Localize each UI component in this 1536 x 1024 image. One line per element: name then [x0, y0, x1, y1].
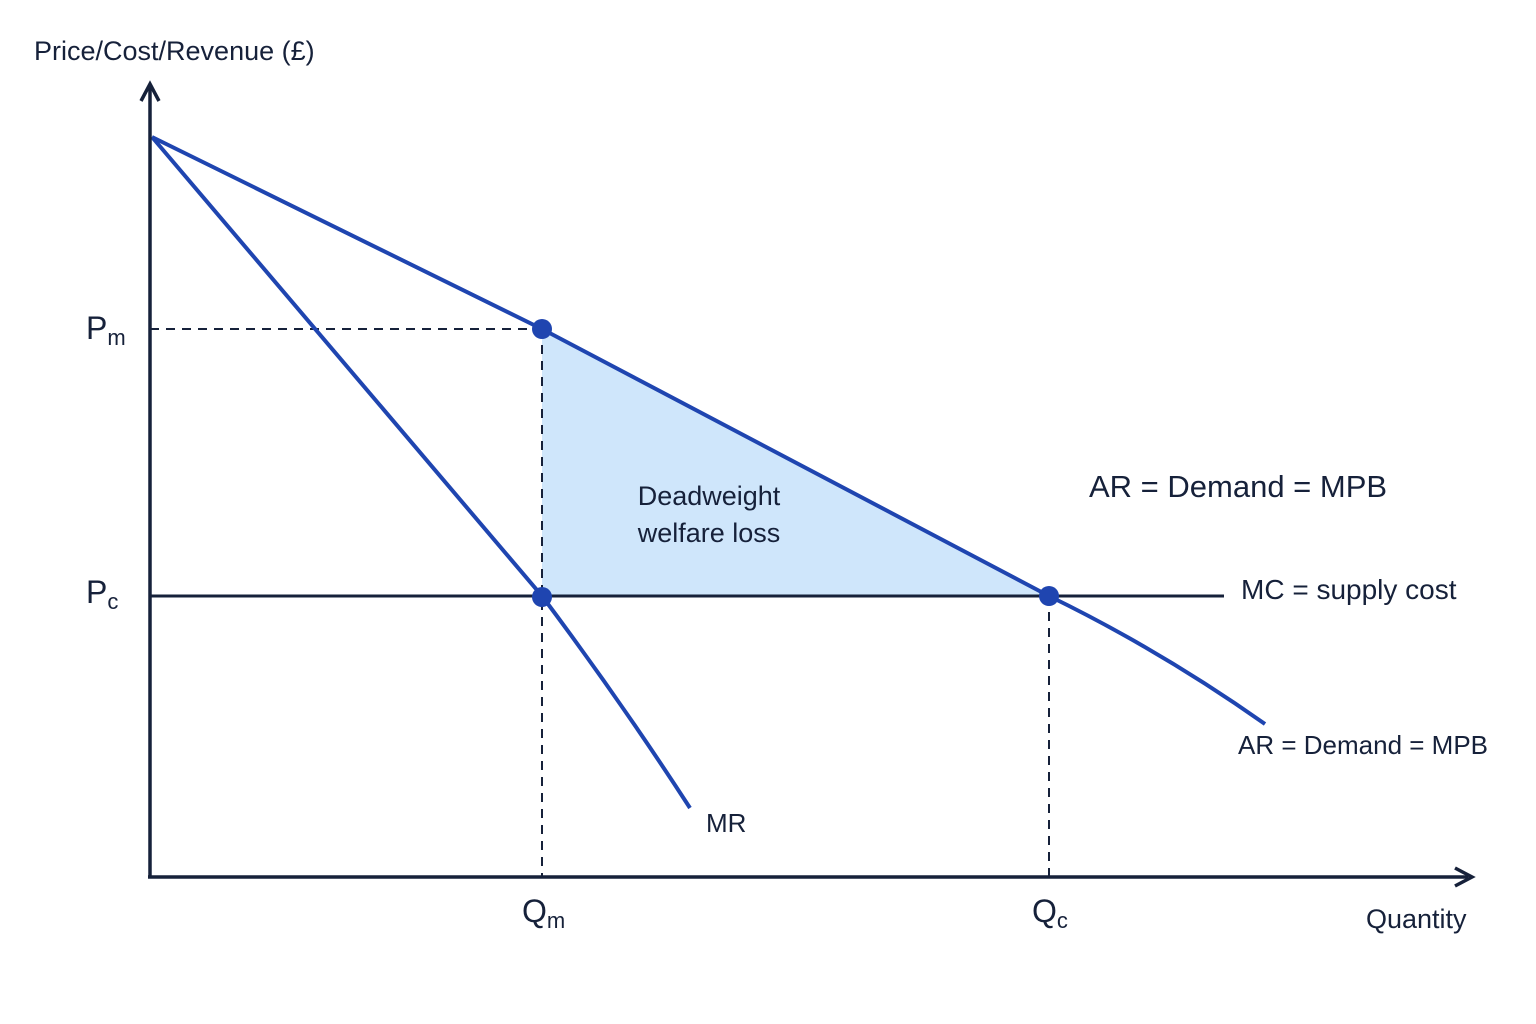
- mr-label: MR: [706, 808, 746, 838]
- pm-tick-label: Pm: [86, 310, 126, 350]
- y-axis-title: Price/Cost/Revenue (£): [34, 36, 315, 66]
- pc-tick-main: P: [86, 574, 107, 610]
- pc-tick-label: Pc: [86, 574, 118, 614]
- qc-tick-label: Qc: [1032, 893, 1068, 933]
- x-axis-title: Quantity: [1366, 904, 1467, 934]
- demand-label-lower: AR = Demand = MPB: [1238, 730, 1488, 760]
- pm-tick-main: P: [86, 310, 107, 346]
- y-axis-arrow-icon: [139, 80, 161, 102]
- monopoly-price-point: [532, 319, 552, 339]
- qc-tick-main: Q: [1032, 893, 1057, 929]
- mr-curve: [150, 135, 692, 810]
- dwl-label-line2: welfare loss: [637, 518, 781, 548]
- pc-tick-sub: c: [107, 589, 118, 614]
- demand-label-upper: AR = Demand = MPB: [1089, 469, 1387, 504]
- mc-label: MC = supply cost: [1241, 574, 1457, 605]
- qm-tick-label: Qm: [522, 893, 565, 933]
- qm-tick-sub: m: [547, 908, 565, 933]
- qm-tick-main: Q: [522, 893, 547, 929]
- x-axis-arrow-icon: [1454, 866, 1476, 888]
- qc-tick-sub: c: [1057, 908, 1068, 933]
- mr-mc-intersection-point: [532, 587, 552, 607]
- pm-tick-sub: m: [107, 325, 125, 350]
- dwl-label-line1: Deadweight: [638, 481, 781, 511]
- competitive-equilibrium-point: [1039, 586, 1059, 606]
